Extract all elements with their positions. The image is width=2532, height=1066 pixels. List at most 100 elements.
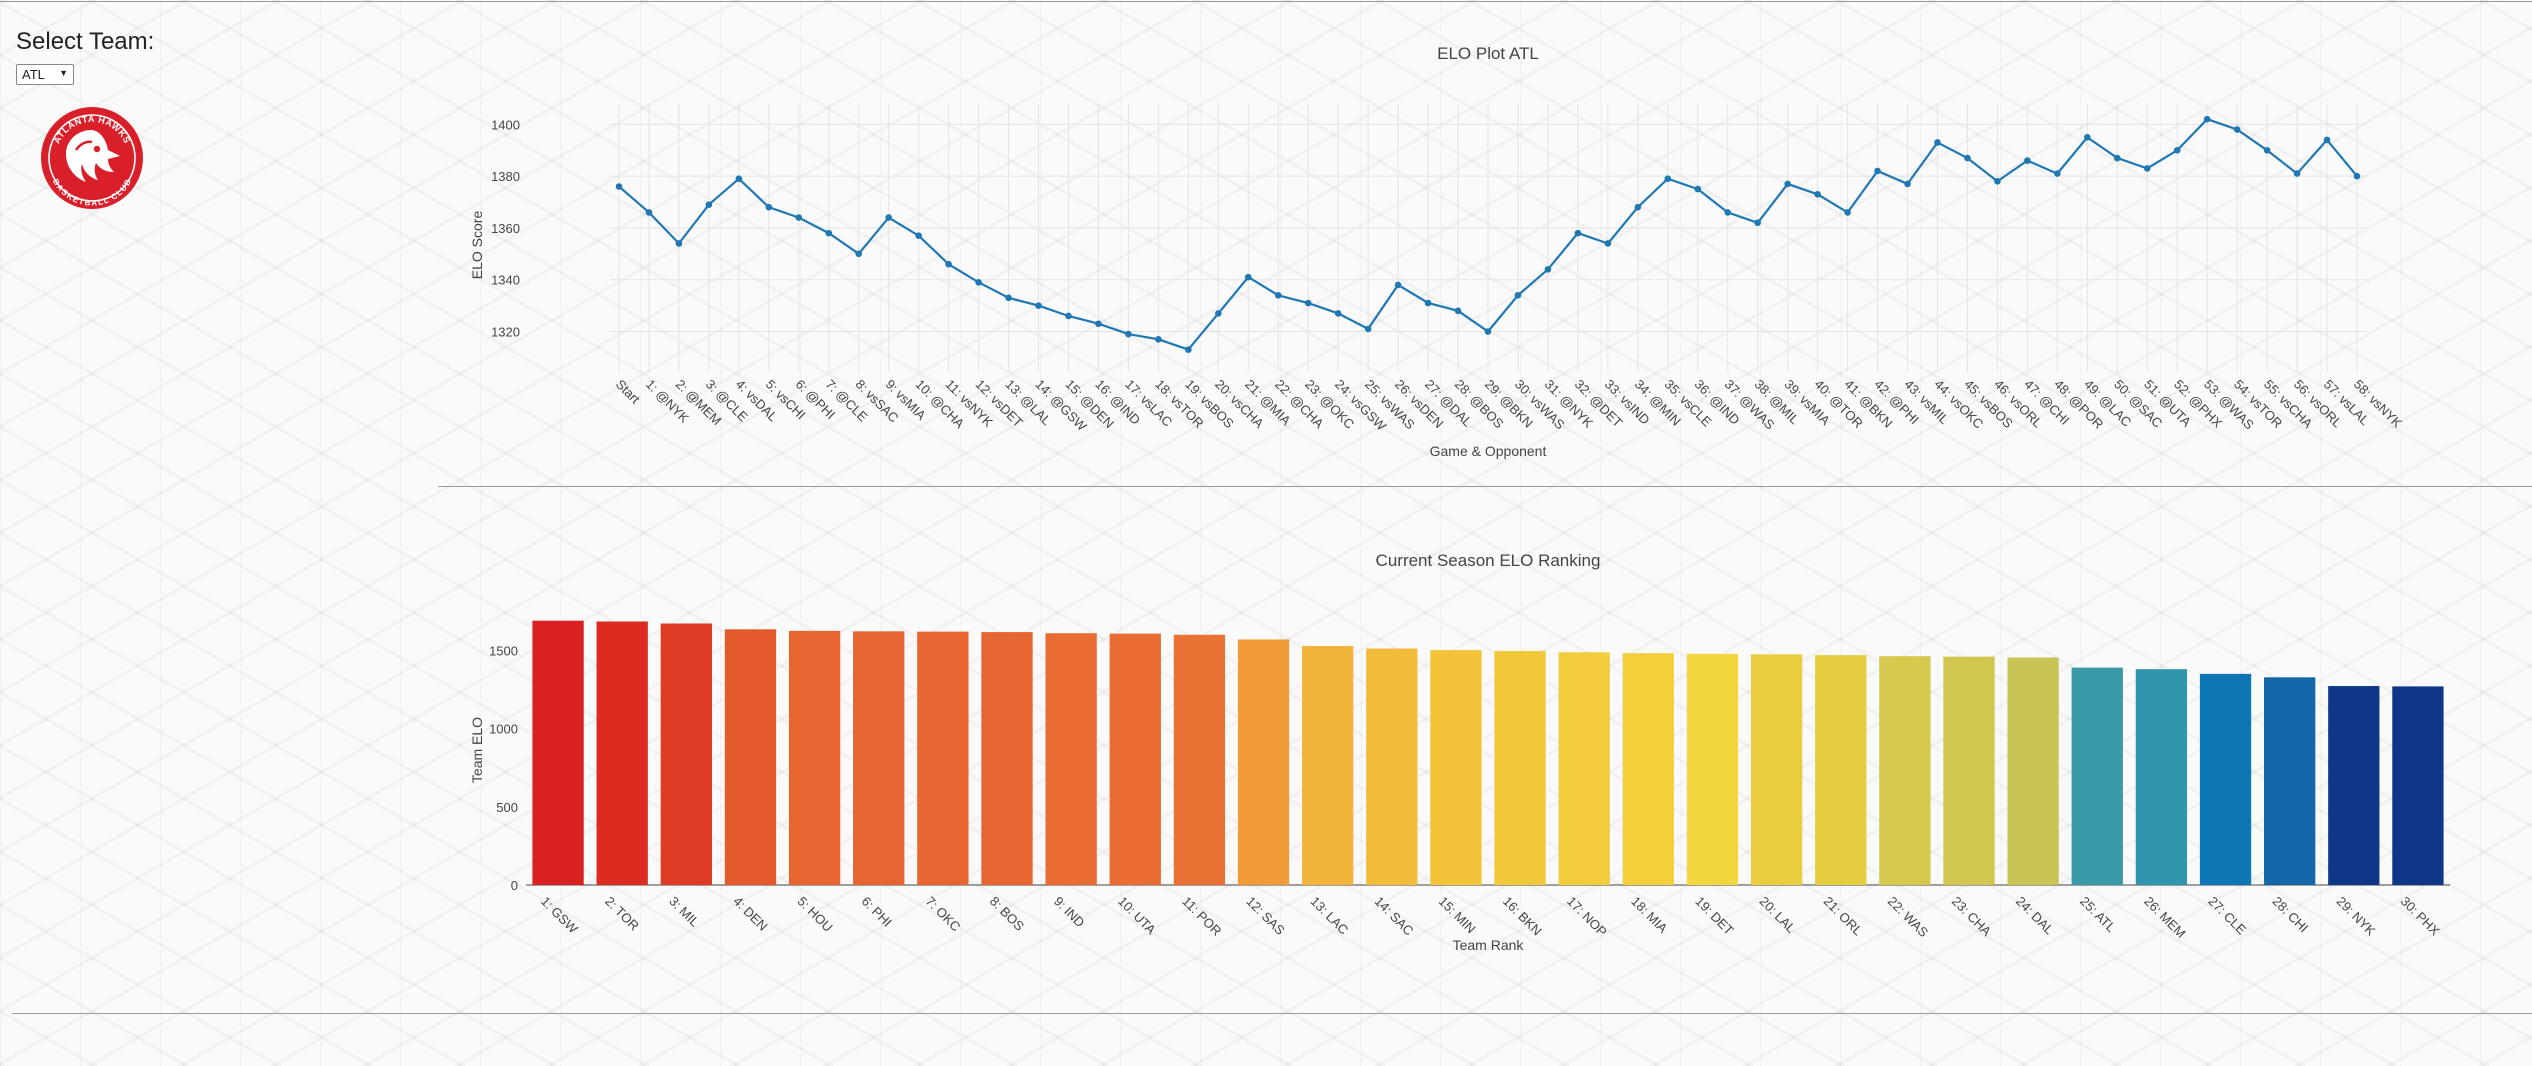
elo-data-point[interactable] <box>1574 229 1582 237</box>
elo-bar[interactable] <box>1750 654 1803 885</box>
elo-bar[interactable] <box>2071 667 2123 885</box>
elo-bar[interactable] <box>1237 639 1290 885</box>
elo-data-point[interactable] <box>885 214 892 221</box>
elo-data-point[interactable] <box>1514 291 1522 299</box>
elo-bar[interactable] <box>2328 686 2380 885</box>
elo-bar[interactable] <box>1879 656 1931 885</box>
elo-data-point[interactable] <box>1754 219 1761 227</box>
elo-data-point[interactable] <box>1874 167 1881 175</box>
elo-data-point[interactable] <box>1065 312 1072 320</box>
elo-bar[interactable] <box>660 623 712 885</box>
elo-data-point[interactable] <box>2084 134 2091 141</box>
elo-data-point[interactable] <box>1274 291 1282 299</box>
elo-data-point[interactable] <box>1454 307 1462 315</box>
elo-data-point[interactable] <box>1544 266 1552 273</box>
elo-bar[interactable] <box>1302 646 1354 885</box>
elo-data-point[interactable] <box>735 175 743 183</box>
team-select-value: ATL <box>22 67 45 82</box>
x-tick-label: 24: DAL <box>2013 894 2057 938</box>
elo-bar[interactable] <box>1430 650 1482 885</box>
elo-data-point[interactable] <box>1185 346 1192 353</box>
logo-inner-ring <box>48 114 136 202</box>
elo-data-point[interactable] <box>2323 136 2331 144</box>
elo-data-point[interactable] <box>1215 310 1222 317</box>
elo-data-point[interactable] <box>1035 302 1042 309</box>
team-select[interactable]: ATL ▼ <box>16 64 74 85</box>
elo-bar[interactable] <box>981 632 1033 885</box>
elo-data-point[interactable] <box>1394 281 1402 289</box>
elo-data-point[interactable] <box>1994 178 2001 185</box>
x-axis-label: Game & Opponent <box>1430 443 1547 459</box>
elo-bar[interactable] <box>1943 656 1995 885</box>
elo-bar[interactable] <box>1173 634 1226 885</box>
elo-bar[interactable] <box>2007 657 2059 885</box>
elo-data-point[interactable] <box>2203 115 2211 123</box>
elo-bar[interactable] <box>2135 669 2188 885</box>
elo-data-point[interactable] <box>1424 299 1432 307</box>
elo-data-point[interactable] <box>2293 170 2301 177</box>
elo-bar[interactable] <box>596 621 648 885</box>
elo-data-point[interactable] <box>2143 165 2151 172</box>
elo-data-point[interactable] <box>1244 273 1252 281</box>
elo-data-point[interactable] <box>795 214 803 221</box>
elo-data-point[interactable] <box>645 209 653 216</box>
elo-data-point[interactable] <box>1334 310 1342 317</box>
elo-bar[interactable] <box>1558 652 1610 885</box>
elo-bar[interactable] <box>1494 651 1546 885</box>
elo-data-point[interactable] <box>1904 180 1911 188</box>
elo-data-point[interactable] <box>1964 154 1971 162</box>
elo-data-point[interactable] <box>1784 180 1791 188</box>
elo-data-point[interactable] <box>1814 190 1821 198</box>
elo-bar[interactable] <box>1815 655 1867 885</box>
x-tick-label: 22: WAS <box>1885 894 1932 941</box>
elo-data-point[interactable] <box>2233 126 2241 133</box>
elo-data-point[interactable] <box>1694 185 1702 193</box>
elo-data-point[interactable] <box>1125 330 1132 338</box>
elo-data-point[interactable] <box>1095 320 1102 328</box>
elo-data-point[interactable] <box>1844 209 1851 216</box>
elo-bar[interactable] <box>1045 633 1097 885</box>
elo-bar[interactable] <box>853 631 905 885</box>
elo-bar[interactable] <box>2199 673 2252 885</box>
elo-data-point[interactable] <box>855 250 863 258</box>
elo-data-point[interactable] <box>2173 146 2181 154</box>
elo-bar[interactable] <box>2264 677 2316 885</box>
elo-data-point[interactable] <box>1634 203 1642 211</box>
elo-data-point[interactable] <box>945 260 952 268</box>
y-tick-label: 1000 <box>489 722 518 737</box>
elo-bar[interactable] <box>532 620 584 885</box>
elo-data-point[interactable] <box>1364 325 1372 333</box>
x-tick-label: 11: POR <box>1179 894 1224 939</box>
elo-data-point[interactable] <box>1724 209 1732 216</box>
elo-data-point[interactable] <box>1484 328 1492 335</box>
elo-data-point[interactable] <box>2054 170 2061 177</box>
x-tick-label: 28: CHI <box>2270 894 2312 936</box>
elo-bar[interactable] <box>1109 633 1161 885</box>
elo-data-point[interactable] <box>1155 335 1162 343</box>
elo-bar[interactable] <box>917 631 969 885</box>
elo-bar[interactable] <box>1622 653 1674 885</box>
x-tick-label: 10: UTA <box>1115 894 1159 938</box>
elo-data-point[interactable] <box>1604 240 1612 247</box>
elo-data-point[interactable] <box>915 232 922 240</box>
elo-bar[interactable] <box>788 630 841 885</box>
elo-data-point[interactable] <box>765 203 773 211</box>
elo-data-point[interactable] <box>2263 146 2271 154</box>
elo-data-point[interactable] <box>2353 172 2361 180</box>
elo-data-point[interactable] <box>2113 154 2121 162</box>
elo-bar[interactable] <box>1686 653 1739 885</box>
elo-bar[interactable] <box>2392 686 2444 885</box>
elo-data-point[interactable] <box>1934 139 1941 146</box>
elo-data-point[interactable] <box>705 201 713 208</box>
elo-data-point[interactable] <box>975 279 982 286</box>
elo-bar[interactable] <box>724 629 777 885</box>
elo-data-point[interactable] <box>1005 294 1012 302</box>
elo-bar[interactable] <box>1366 648 1418 885</box>
elo-data-point[interactable] <box>675 240 683 247</box>
elo-data-point[interactable] <box>1664 175 1672 183</box>
x-tick-label: 15: MIN <box>1436 894 1479 937</box>
elo-data-point[interactable] <box>1304 299 1312 307</box>
elo-data-point[interactable] <box>615 183 623 190</box>
elo-data-point[interactable] <box>825 229 833 237</box>
elo-data-point[interactable] <box>2024 157 2031 164</box>
